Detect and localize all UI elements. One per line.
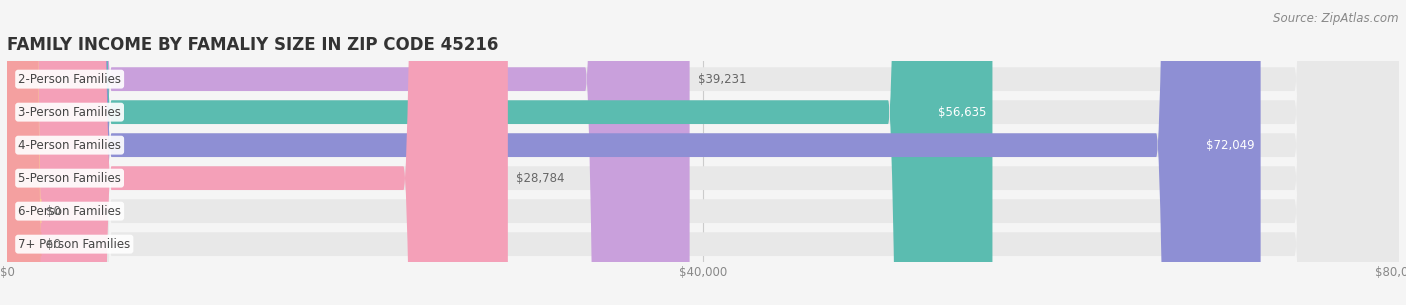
- Text: FAMILY INCOME BY FAMALIY SIZE IN ZIP CODE 45216: FAMILY INCOME BY FAMALIY SIZE IN ZIP COD…: [7, 36, 498, 54]
- FancyBboxPatch shape: [7, 0, 1399, 305]
- Text: $56,635: $56,635: [938, 106, 987, 119]
- FancyBboxPatch shape: [7, 0, 1399, 305]
- FancyBboxPatch shape: [7, 0, 508, 305]
- Text: 6-Person Families: 6-Person Families: [18, 205, 121, 218]
- FancyBboxPatch shape: [7, 0, 1399, 305]
- Text: 5-Person Families: 5-Person Families: [18, 172, 121, 185]
- Text: $72,049: $72,049: [1206, 139, 1256, 152]
- FancyBboxPatch shape: [3, 0, 42, 305]
- Text: $0: $0: [46, 205, 60, 218]
- Text: 2-Person Families: 2-Person Families: [18, 73, 121, 86]
- Text: 3-Person Families: 3-Person Families: [18, 106, 121, 119]
- Text: $39,231: $39,231: [697, 73, 747, 86]
- Text: $0: $0: [46, 238, 60, 251]
- FancyBboxPatch shape: [3, 0, 42, 305]
- FancyBboxPatch shape: [7, 0, 1399, 305]
- FancyBboxPatch shape: [7, 0, 689, 305]
- FancyBboxPatch shape: [7, 0, 1399, 305]
- Text: Source: ZipAtlas.com: Source: ZipAtlas.com: [1274, 12, 1399, 25]
- Text: 7+ Person Families: 7+ Person Families: [18, 238, 131, 251]
- FancyBboxPatch shape: [7, 0, 993, 305]
- Text: 4-Person Families: 4-Person Families: [18, 139, 121, 152]
- FancyBboxPatch shape: [7, 0, 1399, 305]
- FancyBboxPatch shape: [7, 0, 1261, 305]
- Text: $28,784: $28,784: [516, 172, 565, 185]
